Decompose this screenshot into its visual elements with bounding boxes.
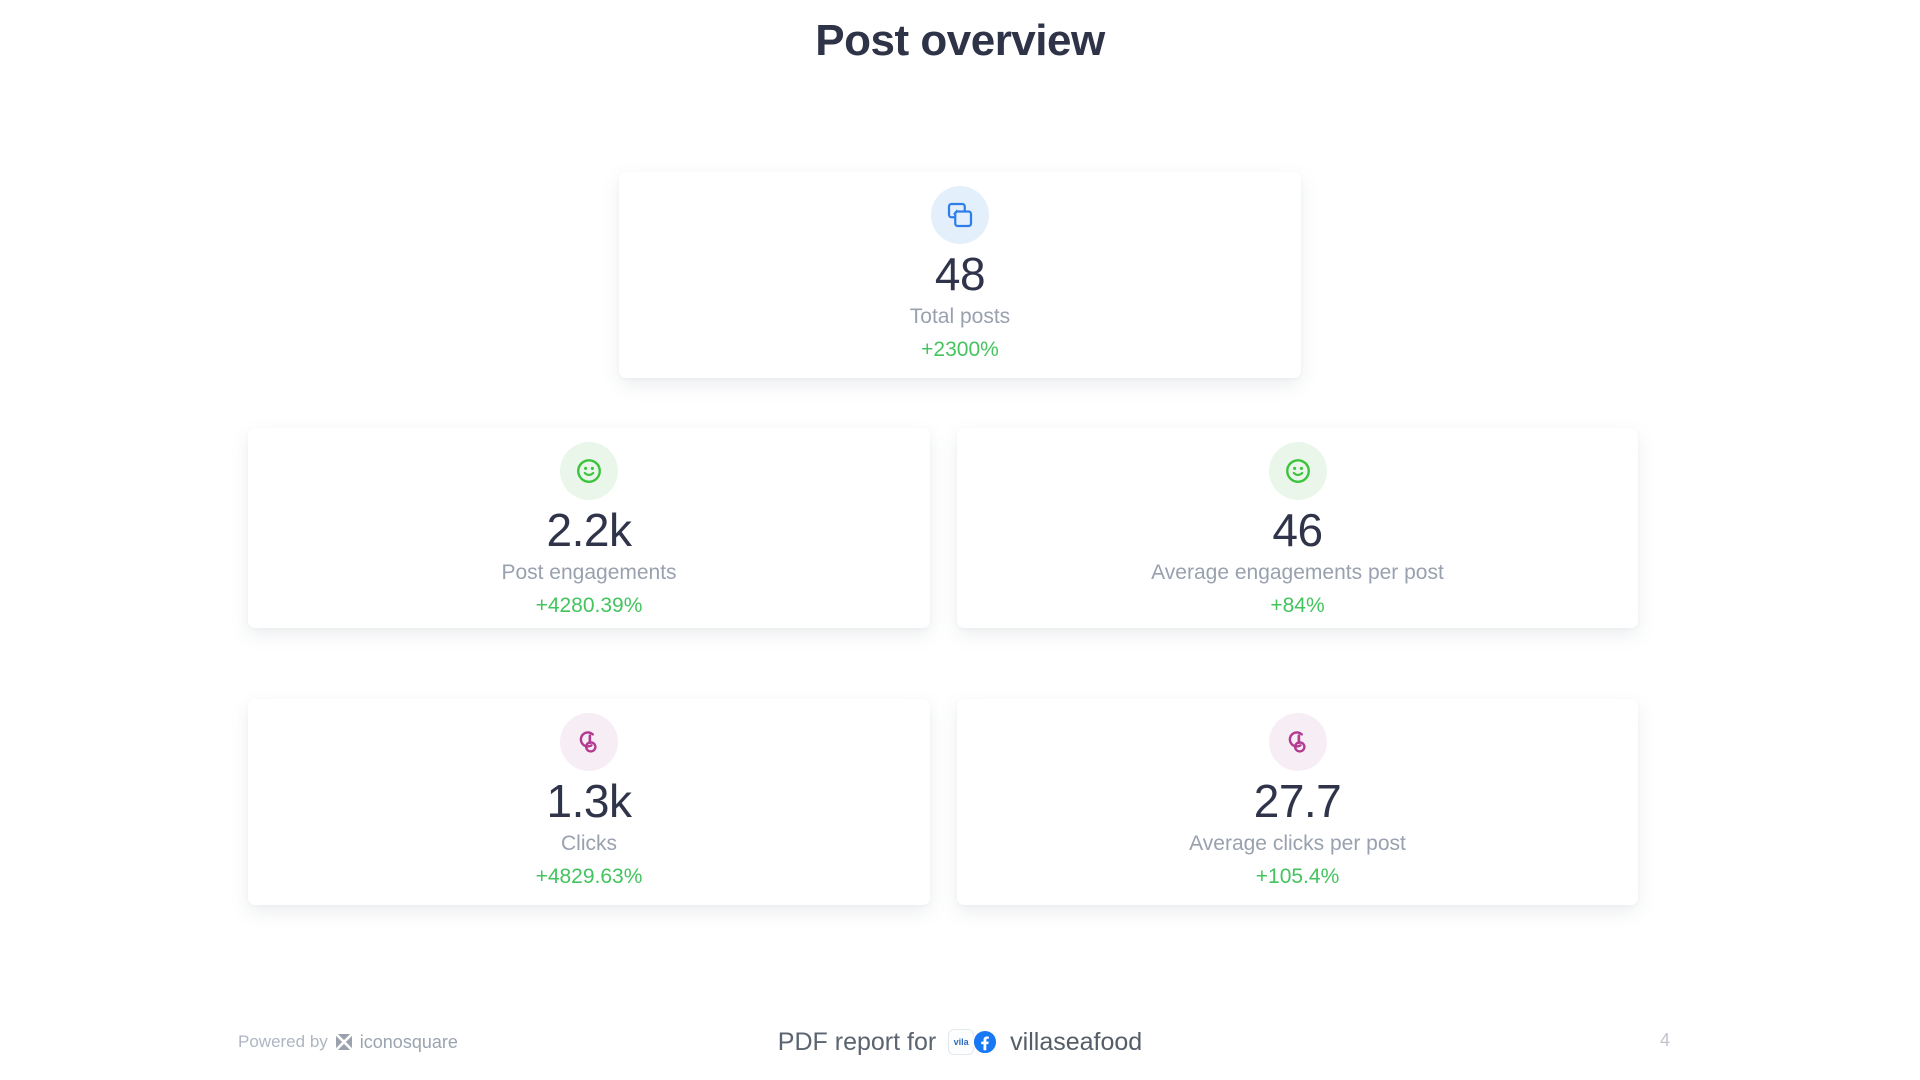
posts-icon (931, 186, 989, 244)
stat-value: 48 (934, 248, 986, 300)
stat-label: Total posts (909, 305, 1011, 328)
stat-card-avg-engagements: 46 Average engagements per post +84% (957, 428, 1638, 628)
stat-label: Clicks (561, 832, 617, 855)
stat-value: 27.7 (1253, 775, 1342, 827)
stat-label: Average engagements per post (1151, 561, 1444, 584)
engagement-smiley-icon (1268, 442, 1327, 500)
account-name: villaseafood (1010, 1027, 1143, 1056)
powered-by-text: Powered by (238, 1032, 328, 1051)
report-label: PDF report for (777, 1027, 937, 1056)
facebook-icon (972, 1029, 998, 1055)
stat-value: 2.2k (546, 504, 632, 556)
stat-value: 46 (1272, 504, 1323, 556)
stat-card-post-engagements: 2.2k Post engagements +4280.39% (248, 428, 930, 628)
stat-card-avg-clicks: 27.7 Average clicks per post +105.4% (957, 699, 1638, 905)
engagement-smiley-icon (560, 442, 618, 500)
stat-delta: +105.4% (1255, 865, 1340, 888)
stat-label: Post engagements (501, 561, 677, 584)
account-avatar: vila (948, 1029, 975, 1055)
stat-card-clicks: 1.3k Clicks +4829.63% (248, 699, 930, 905)
stat-delta: +2300% (921, 338, 999, 361)
powered-by: Powered by iconosquare (238, 1029, 458, 1055)
report-info: PDF report for vila villaseafood (0, 1026, 1920, 1058)
click-icon (560, 713, 618, 771)
stat-label: Average clicks per post (1189, 832, 1406, 855)
stat-card-total-posts: 48 Total posts +2300% (619, 172, 1301, 378)
stat-delta: +84% (1270, 594, 1325, 617)
iconosquare-logo-icon (334, 1033, 353, 1051)
stat-delta: +4829.63% (535, 865, 643, 888)
click-icon (1268, 713, 1327, 771)
stat-value: 1.3k (546, 775, 632, 827)
iconosquare-brand-text: iconosquare (359, 1031, 458, 1052)
page-number: 4 (1660, 1030, 1671, 1050)
stat-delta: +4280.39% (535, 594, 643, 617)
page-title: Post overview (815, 16, 1105, 65)
